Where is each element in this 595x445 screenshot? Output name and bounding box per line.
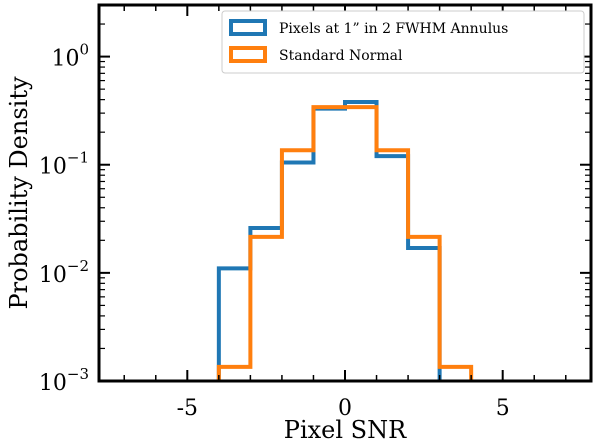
series-step-1	[216, 105, 474, 381]
legend-label-standard-normal: Standard Normal	[279, 48, 403, 64]
x-tick-label: 5	[496, 396, 510, 421]
legend: Pixels at 1” in 2 FWHM Annulus Standard …	[221, 10, 585, 74]
legend-swatch-standard-normal	[229, 46, 267, 63]
series-step-0	[216, 100, 442, 381]
y-tick-label: 10−3	[39, 365, 89, 396]
y-tick-label: 10−2	[39, 257, 89, 288]
x-tick-label: 0	[338, 396, 352, 421]
ticks-layer: -5 0 5 10−3 10−2 10−1 100	[39, 4, 591, 421]
legend-swatch-annulus	[229, 19, 267, 36]
x-axis-label: Pixel SNR	[284, 416, 407, 444]
legend-box	[221, 10, 585, 74]
legend-label-annulus: Pixels at 1” in 2 FWHM Annulus	[279, 21, 508, 37]
series-layer	[216, 100, 474, 381]
x-tick-label: -5	[177, 396, 198, 421]
y-tick-label: 100	[51, 41, 89, 72]
y-tick-label: 10−1	[39, 149, 89, 180]
y-axis-label: Probability Density	[5, 76, 33, 310]
